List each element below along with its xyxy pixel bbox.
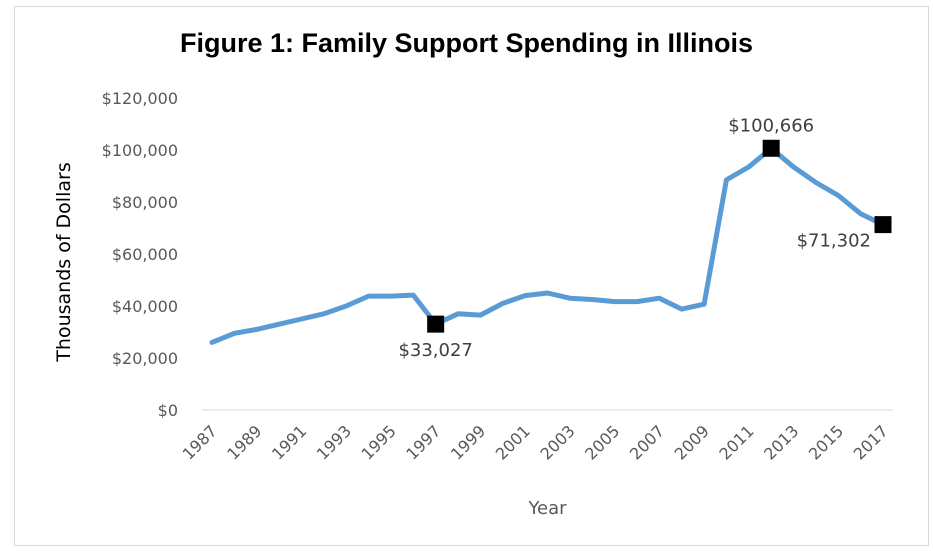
- x-axis-ticks: 1987 1989 1991 1993 1995 1997 1999 2001 2003 2005…: [179, 421, 892, 463]
- x-tick-label: 1991: [268, 421, 310, 463]
- x-tick-label: 1997: [402, 421, 444, 463]
- y-axis-ticks: $0 $20,000 $40,000 $60,000 $80,000 $100,000 $1…: [102, 89, 178, 420]
- x-tick-label: 2017: [850, 421, 892, 463]
- x-tick-label: 1993: [313, 421, 355, 463]
- x-tick-label: 2005: [581, 421, 623, 463]
- y-tick-label: $0: [158, 401, 178, 420]
- y-tick-label: $120,000: [102, 89, 178, 108]
- x-tick-label: 1999: [447, 421, 489, 463]
- chart-title: Figure 1: Family Support Spending in Ill…: [179, 28, 754, 58]
- x-tick-label: 1989: [223, 421, 265, 463]
- y-tick-label: $100,000: [102, 141, 178, 160]
- x-tick-label: 2015: [805, 421, 847, 463]
- x-tick-label: 2007: [626, 421, 668, 463]
- data-label: $33,027: [398, 340, 472, 361]
- y-tick-label: $60,000: [112, 245, 178, 264]
- data-markers: $33,027 $100,666 $71,302: [398, 115, 892, 361]
- series-line: [209, 145, 886, 345]
- data-marker: [427, 315, 445, 333]
- x-tick-label: 1995: [358, 421, 400, 463]
- x-tick-label: 2011: [715, 421, 757, 463]
- x-axis-label: Year: [527, 498, 567, 519]
- y-tick-label: $80,000: [112, 193, 178, 212]
- x-tick-label: 2003: [536, 421, 578, 463]
- x-tick-label: 2013: [760, 421, 802, 463]
- y-tick-label: $40,000: [112, 297, 178, 316]
- data-marker: [874, 216, 892, 234]
- x-tick-label: 1987: [179, 421, 221, 463]
- chart-frame: [14, 6, 929, 546]
- y-tick-label: $20,000: [112, 349, 178, 368]
- data-marker: [762, 139, 780, 157]
- y-axis-label: Thousands of Dollars: [53, 162, 75, 362]
- x-tick-label: 2001: [492, 421, 534, 463]
- data-label: $100,666: [728, 115, 814, 136]
- x-tick-label: 2009: [671, 421, 713, 463]
- data-label: $71,302: [797, 231, 871, 252]
